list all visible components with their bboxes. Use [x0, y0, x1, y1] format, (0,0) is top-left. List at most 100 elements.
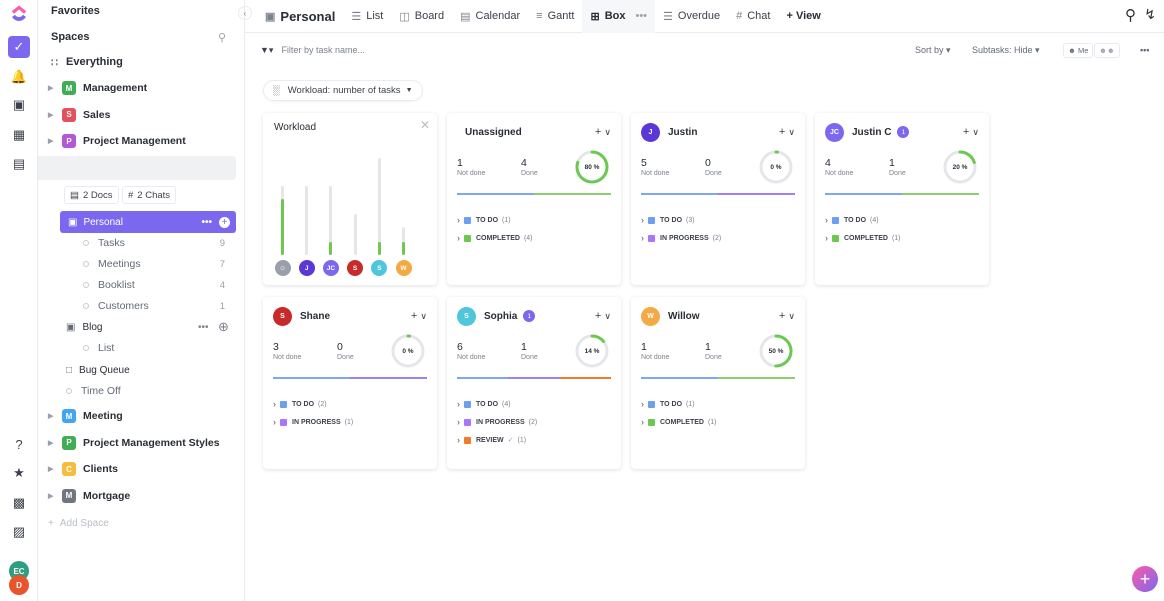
- chevron-right-icon[interactable]: ▶: [48, 439, 54, 447]
- chats-chip[interactable]: #2 Chats: [122, 186, 177, 204]
- status-group[interactable]: › IN PROGRESS (2): [641, 233, 721, 243]
- page-title[interactable]: ▣ Personal: [245, 0, 343, 33]
- subtasks-button[interactable]: Subtasks: Hide ▾: [972, 44, 1040, 55]
- status-group[interactable]: › COMPLETED (1): [641, 417, 717, 427]
- inbox-icon[interactable]: ▣: [12, 97, 26, 112]
- add-task-icon[interactable]: +: [410, 310, 421, 322]
- add-icon[interactable]: +: [219, 216, 230, 228]
- workload-avatar[interactable]: JC: [322, 260, 339, 276]
- sidebar-item-s12[interactable]: ▶ P Project Management: [38, 130, 186, 152]
- status-group[interactable]: › TO DO (1): [641, 399, 695, 409]
- collapse-icon[interactable]: ∨: [788, 311, 795, 321]
- more-icon[interactable]: •••: [201, 216, 212, 228]
- assignees-icon[interactable]: ☻☻: [1094, 42, 1120, 58]
- tab-gantt[interactable]: ≡ Gantt: [528, 0, 582, 33]
- lightning-icon[interactable]: ↯: [1144, 6, 1156, 22]
- add-task-icon[interactable]: +: [778, 126, 789, 138]
- collapse-icon[interactable]: ∨: [788, 127, 795, 137]
- status-group[interactable]: › COMPLETED (4): [457, 233, 533, 243]
- search-icon[interactable]: ⚲: [1125, 7, 1136, 24]
- status-group[interactable]: › TO DO (4): [825, 215, 879, 225]
- sidebar-item-s23[interactable]: ▶ M Mortgage: [38, 485, 130, 507]
- sidebar-item-list[interactable]: Tasks 9: [83, 232, 235, 254]
- sidebar-item-s11[interactable]: ▶ S Sales: [38, 104, 110, 126]
- collapse-icon[interactable]: ∨: [604, 127, 611, 137]
- trophy-icon[interactable]: ★: [13, 465, 25, 480]
- workload-avatar[interactable]: S: [371, 260, 388, 276]
- blog-add-icon[interactable]: ⊕: [218, 319, 229, 334]
- status-group[interactable]: › TO DO (1): [457, 215, 511, 225]
- tab-box[interactable]: ⊞ Box •••: [582, 0, 656, 33]
- add-view-button[interactable]: + View: [786, 10, 821, 22]
- notifications-icon[interactable]: 🔔: [10, 69, 28, 84]
- docs-icon[interactable]: ▤: [12, 156, 26, 171]
- sidebar-item-blog[interactable]: ▣ Blog: [66, 316, 102, 338]
- add-task-icon[interactable]: +: [962, 126, 973, 138]
- chevron-right-icon[interactable]: ▶: [48, 138, 54, 145]
- assignee-card[interactable]: S Sophia 1 + ∨ 6 Not done 1 Done 14 % › TO DO (4) › I…: [447, 297, 621, 469]
- me-filter-button[interactable]: ☻ Me: [1063, 42, 1094, 58]
- assignee-card[interactable]: Unassigned + ∨ 1 Not done 4 Done 80 % › TO DO (1)…: [447, 113, 621, 285]
- tab-list[interactable]: ☰ List: [343, 0, 391, 33]
- status-group[interactable]: › COMPLETED (1): [825, 233, 901, 243]
- assignee-card[interactable]: W Willow + ∨ 1 Not done 1 Done 50 % › TO DO (1) › CO…: [631, 297, 805, 469]
- sidebar-item-list[interactable]: Booklist 4: [83, 274, 235, 296]
- sidebar-item-personal[interactable]: ▣ Personal ••• +: [60, 211, 236, 233]
- sidebar-item-s20[interactable]: ▶ M Meeting: [38, 405, 123, 427]
- tab-more-icon[interactable]: •••: [635, 10, 648, 22]
- tab-calendar[interactable]: ▤ Calendar: [452, 0, 528, 33]
- tab-overdue[interactable]: ☰ Overdue: [655, 0, 728, 33]
- unassigned-avatar-icon[interactable]: ☺: [274, 260, 291, 276]
- collapse-icon[interactable]: ∨: [420, 311, 427, 321]
- workload-avatar[interactable]: J: [298, 260, 315, 276]
- help-icon[interactable]: ?: [15, 436, 23, 452]
- sidebar-item-s22[interactable]: ▶ C Clients: [38, 458, 118, 480]
- sidebar-item-s10[interactable]: ▶ M Management: [38, 77, 147, 99]
- clickup-logo-icon[interactable]: [9, 4, 29, 24]
- status-group[interactable]: › TO DO (4): [457, 399, 511, 409]
- chevron-right-icon[interactable]: ▶: [48, 85, 54, 92]
- more-options-icon[interactable]: •••: [1140, 45, 1150, 55]
- sidebar-item-s21[interactable]: ▶ P Project Management Styles: [38, 432, 220, 454]
- clipboard-icon[interactable]: ▨: [12, 524, 26, 539]
- sort-button[interactable]: Sort by ▾: [915, 44, 951, 55]
- assignee-card[interactable]: J Justin + ∨ 5 Not done 0 Done 0 % › TO DO (3) › IN …: [631, 113, 805, 285]
- sidebar-item-list[interactable]: Meetings 7: [83, 253, 235, 275]
- collapse-sidebar-icon[interactable]: ‹: [238, 6, 252, 20]
- tab-board[interactable]: ◫ Board: [391, 0, 452, 33]
- filter-input[interactable]: Filter by task name...: [281, 45, 365, 55]
- avatar-user[interactable]: D: [9, 575, 29, 595]
- collapse-icon[interactable]: ∨: [604, 311, 611, 321]
- tab-chat[interactable]: # Chat: [728, 0, 778, 33]
- chevron-right-icon[interactable]: ▶: [48, 492, 54, 500]
- close-icon[interactable]: ✕: [419, 118, 430, 132]
- assignee-card[interactable]: JC Justin C 1 + ∨ 4 Not done 1 Done 20 % › TO DO (4…: [815, 113, 989, 285]
- workload-select[interactable]: ░ Workload: number of tasks ▼: [263, 80, 423, 101]
- sidebar-item-bug-queue[interactable]: □ Bug Queue: [66, 359, 130, 381]
- quick-create-button[interactable]: +: [1132, 566, 1158, 592]
- collapse-icon[interactable]: ∨: [972, 127, 979, 137]
- favorites-heading[interactable]: Favorites: [51, 5, 100, 17]
- status-group[interactable]: › IN PROGRESS (2): [457, 417, 537, 427]
- briefcase-icon[interactable]: ▩: [12, 495, 26, 510]
- chevron-right-icon[interactable]: ▶: [48, 413, 54, 420]
- status-group[interactable]: › TO DO (2): [273, 399, 327, 409]
- home-icon[interactable]: ✓: [8, 36, 30, 58]
- docs-chip[interactable]: ▤ 2 Docs: [64, 186, 119, 204]
- sidebar-item-list[interactable]: Customers 1: [83, 295, 235, 317]
- chevron-right-icon[interactable]: ▶: [48, 466, 54, 473]
- assignee-card[interactable]: S Shane + ∨ 3 Not done 0 Done 0 % › TO DO (2) › IN P…: [263, 297, 437, 469]
- dashboards-icon[interactable]: ▦: [12, 127, 26, 142]
- sidebar-item-everything[interactable]: ∷ Everything: [51, 51, 123, 73]
- blog-more-icon[interactable]: •••: [198, 321, 209, 333]
- add-task-icon[interactable]: +: [594, 126, 605, 138]
- sidebar-item-time-off[interactable]: Time Off: [66, 380, 121, 402]
- status-group[interactable]: › REVIEW ✓ (1): [457, 435, 526, 445]
- status-group[interactable]: › IN PROGRESS (1): [273, 417, 353, 427]
- workload-avatar[interactable]: S: [347, 260, 364, 276]
- search-icon[interactable]: ⚲: [218, 31, 227, 44]
- add-task-icon[interactable]: +: [778, 310, 789, 322]
- chevron-right-icon[interactable]: ▶: [48, 111, 54, 119]
- filter-icon[interactable]: ▼▾: [260, 44, 274, 55]
- status-group[interactable]: › TO DO (3): [641, 215, 695, 225]
